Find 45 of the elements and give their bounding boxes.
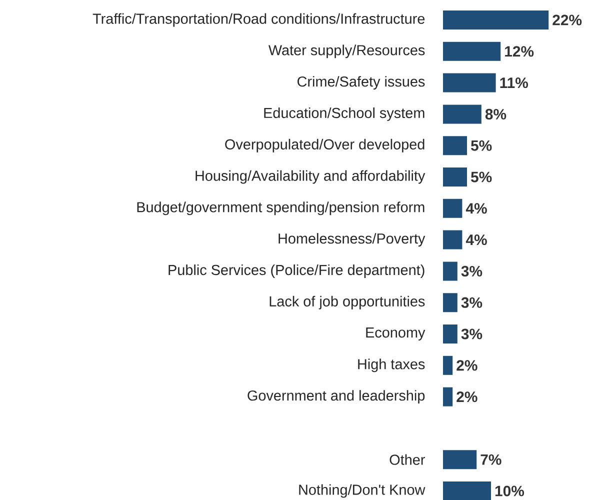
bar — [443, 482, 491, 500]
data-label: 5% — [470, 140, 492, 151]
bar — [443, 387, 453, 406]
y-tick-label: Crime/Safety issues — [298, 76, 425, 90]
bar — [443, 42, 501, 61]
data-label: 10% — [495, 486, 524, 496]
data-label: 2% — [456, 360, 478, 371]
y-tick-label: Government and leadership — [248, 390, 425, 404]
y-tick-label: Public Services (Police/Fire department) — [168, 264, 424, 278]
bar — [443, 104, 482, 124]
bar — [443, 136, 467, 156]
data-label: 11% — [500, 78, 528, 88]
data-label: 3% — [461, 328, 482, 340]
bar — [443, 73, 496, 92]
y-tick-label: Budget/government spending/pension reform — [137, 202, 424, 216]
data-label: 22% — [552, 14, 582, 26]
bar — [443, 262, 458, 281]
y-tick-label: High taxes — [358, 358, 425, 372]
y-tick-label: Traffic/Transportation/Road conditions/Infrastructure — [92, 13, 425, 27]
data-label: 2% — [456, 392, 478, 402]
y-tick-label: Education/School system — [264, 107, 424, 121]
bar — [443, 230, 462, 250]
y-tick-label: Nothing/Don't Know — [299, 484, 426, 498]
y-tick-label: Economy — [366, 328, 426, 340]
bar — [443, 324, 458, 344]
bar — [443, 10, 549, 30]
data-label: 4% — [466, 203, 487, 214]
y-tick-label: Homelessness/Poverty — [278, 233, 426, 247]
data-label: 8% — [485, 108, 506, 120]
bar — [443, 293, 458, 312]
data-label: 3% — [461, 297, 482, 308]
bar — [443, 450, 477, 470]
data-label: 5% — [470, 172, 492, 182]
bar — [443, 356, 453, 375]
data-label: 7% — [480, 454, 502, 465]
data-label: 4% — [466, 234, 487, 246]
y-tick-label: Water supply/Resources — [268, 44, 425, 58]
y-tick-label: Housing/Availability and affordability — [196, 170, 426, 184]
y-tick-label: Other — [390, 454, 425, 465]
data-label: 3% — [461, 266, 482, 277]
y-tick-label: Overpopulated/Over developed — [225, 138, 424, 152]
data-label: 12% — [505, 46, 534, 57]
bar — [443, 168, 467, 187]
bar — [443, 198, 462, 218]
y-tick-label: Lack of job opportunities — [270, 296, 425, 310]
